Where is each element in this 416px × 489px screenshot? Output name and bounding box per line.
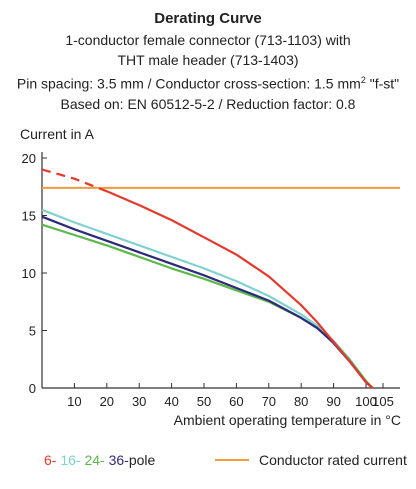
subtitle-line-3-text: Pin spacing: 3.5 mm / Conductor cross-se… [16,75,361,92]
y-tick-label: 5 [29,324,36,339]
subtitle-line-1: 1-conductor female connector (713-1103) … [65,32,351,48]
x-tick-label: 20 [100,394,114,409]
rated-current-swatch [215,459,249,461]
legend-36-pole: 36- [108,452,129,468]
chart-title: Derating Curve [154,10,262,27]
legend-24-pole: 24- [84,452,105,468]
legend-pole-suffix: pole [128,452,156,468]
x-tick-label: 80 [294,394,308,409]
x-tick-label: 100 [355,394,377,409]
series-36-pole-line [41,215,374,389]
x-tick-label: 105 [372,394,394,409]
x-tick-label: 50 [197,394,211,409]
subtitle-line-2: THT male header (713-1403) [117,52,299,68]
chart-header: Derating Curve 1-conductor female connec… [0,8,416,114]
y-tick-label: 15 [22,209,36,224]
series-6-pole-line [106,190,374,389]
legend-6-pole: 6- [44,452,57,468]
y-tick-label: 0 [29,381,36,396]
legend-16-pole: 16- [60,452,81,468]
y-axis-label: Current in A [20,126,94,142]
series-24-pole-line [41,223,374,389]
subtitle-line-3: Pin spacing: 3.5 mm / Conductor cross-se… [0,70,416,94]
y-tick-label: 20 [22,151,36,166]
subtitle-line-4: Based on: EN 60512-5-2 / Reduction facto… [60,95,356,112]
subtitle-line-3-suffix: "f-st" [365,75,400,92]
x-axis-label: Ambient operating temperature in °C [173,412,401,428]
x-tick-label: 70 [262,394,276,409]
series-6-pole-dashed [41,168,108,193]
pole-legend: 6- 16- 24- 36-pole [44,452,155,468]
y-tick-label: 10 [22,266,36,281]
rated-current-label: Conductor rated current [259,452,407,468]
x-tick-label: 60 [229,394,243,409]
x-tick-label: 90 [326,394,340,409]
x-tick-label: 10 [67,394,81,409]
superscript-2: 2 [360,75,366,85]
x-tick-label: 40 [164,394,178,409]
x-tick-label: 30 [132,394,146,409]
rated-current-legend: Conductor rated current [215,452,407,468]
